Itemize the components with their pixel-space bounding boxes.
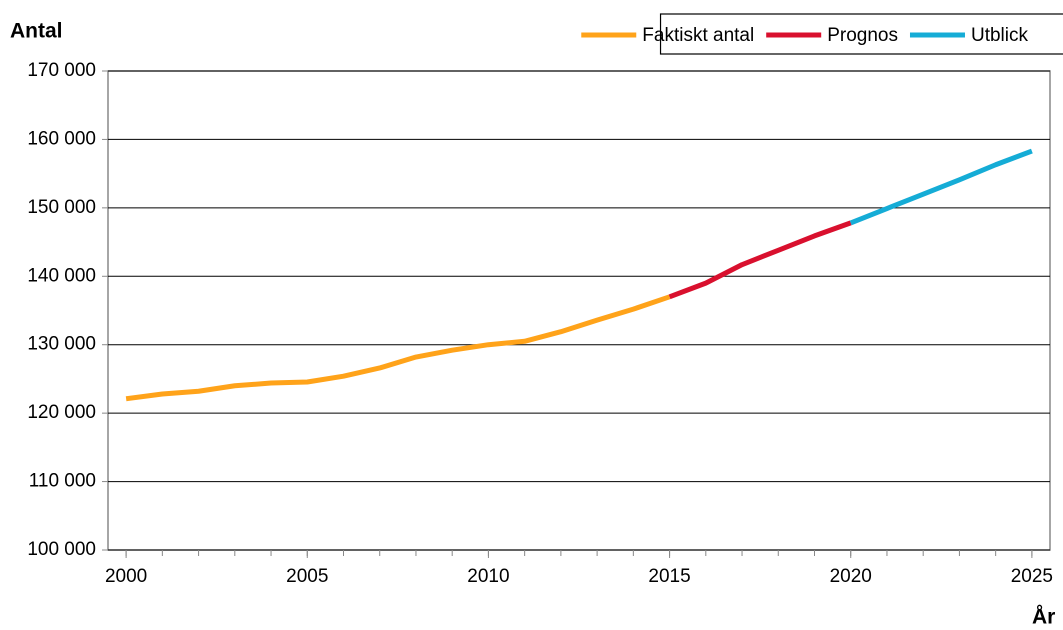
x-tick-label: 2010: [467, 566, 509, 587]
y-tick-label: 100 000: [27, 539, 96, 560]
x-tick-label: 2000: [105, 566, 147, 587]
y-tick-label: 130 000: [27, 334, 96, 355]
y-tick-label: 150 000: [27, 197, 96, 218]
legend-label: Faktiskt antal: [642, 25, 754, 46]
y-tick-label: 120 000: [27, 402, 96, 423]
y-tick-label: 140 000: [27, 265, 96, 286]
series-line: [668, 220, 852, 300]
x-tick-label: 2025: [1011, 566, 1053, 587]
legend-label: Prognos: [827, 25, 898, 46]
x-tick-label: 2005: [286, 566, 328, 587]
y-axis-label: Antal: [10, 20, 63, 43]
y-tick-label: 160 000: [27, 128, 96, 149]
x-tick-label: 2020: [830, 566, 872, 587]
legend: [659, 13, 1063, 55]
x-tick-label: 2015: [648, 566, 690, 587]
series-line: [125, 294, 671, 402]
plot-area: [107, 70, 1051, 551]
x-axis-label: År: [1032, 605, 1055, 629]
y-tick-label: 110 000: [29, 471, 96, 492]
legend-label: Utblick: [971, 25, 1029, 46]
y-tick-label: 170 000: [27, 60, 96, 81]
series-line: [849, 148, 1033, 226]
